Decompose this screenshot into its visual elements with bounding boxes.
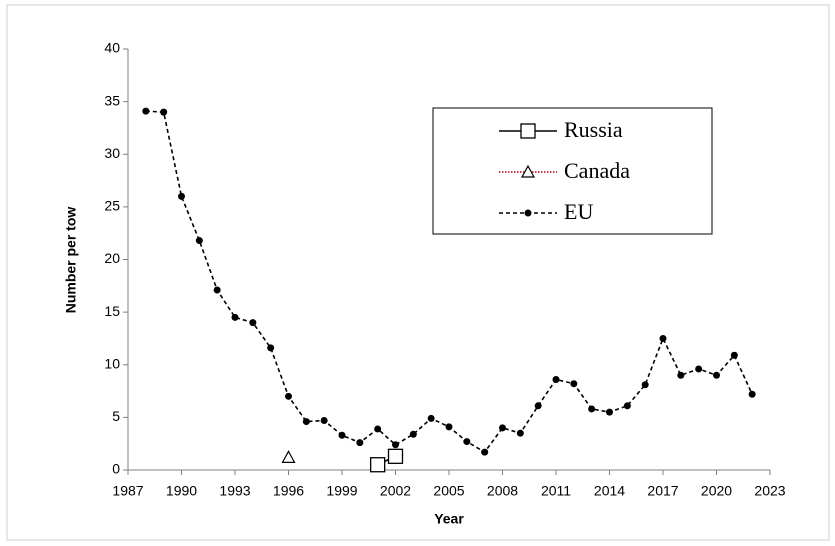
legend-label: EU — [564, 199, 593, 224]
point — [409, 430, 417, 438]
point — [231, 313, 239, 321]
legend-marker — [520, 123, 536, 139]
x-tick-label: 2011 — [541, 483, 571, 499]
x-tick-label: 2020 — [701, 483, 732, 499]
point — [320, 417, 328, 425]
point — [695, 365, 703, 373]
point — [338, 431, 346, 439]
point — [427, 414, 435, 422]
y-tick-label: 10 — [104, 355, 120, 371]
point — [281, 450, 296, 463]
x-tick-label: 1993 — [219, 483, 250, 499]
x-tick-label: 2005 — [433, 483, 464, 499]
point — [392, 441, 399, 449]
point — [570, 380, 578, 388]
point — [178, 192, 185, 200]
point — [481, 448, 489, 456]
point — [677, 371, 685, 379]
chart-frame — [6, 4, 830, 541]
point — [606, 408, 613, 416]
point — [534, 402, 542, 410]
legend-box — [432, 107, 713, 235]
point — [213, 286, 221, 294]
point — [160, 108, 168, 116]
y-tick-label: 40 — [104, 40, 120, 56]
point — [445, 423, 453, 431]
y-tick-label: 30 — [104, 145, 120, 161]
point — [356, 439, 364, 447]
x-tick-label: 2002 — [380, 483, 411, 499]
point — [463, 438, 471, 446]
point — [374, 425, 382, 433]
x-tick-label: 1987 — [112, 483, 143, 499]
y-tick-label: 20 — [104, 250, 120, 266]
legend-marker — [520, 164, 536, 178]
point — [713, 371, 720, 379]
y-tick-label: 5 — [112, 408, 120, 424]
point — [249, 319, 257, 327]
y-tick-label: 15 — [104, 303, 120, 319]
x-axis-title: Year — [434, 511, 464, 527]
x-tick-label: 2023 — [754, 483, 785, 499]
point — [370, 457, 386, 473]
point — [142, 107, 150, 115]
point — [516, 429, 524, 437]
legend-marker — [524, 209, 532, 217]
x-tick-label: 1996 — [273, 483, 304, 499]
x-tick-label: 1990 — [166, 483, 197, 499]
point — [285, 392, 292, 400]
point — [748, 390, 756, 398]
point — [623, 402, 631, 410]
point — [499, 424, 506, 432]
point — [387, 448, 404, 464]
point — [302, 418, 310, 426]
legend-label: Russia — [564, 117, 623, 142]
x-tick-label: 2017 — [647, 483, 678, 499]
point — [267, 344, 275, 352]
x-tick-label: 2014 — [594, 483, 625, 499]
point — [588, 405, 596, 413]
y-tick-label: 35 — [104, 92, 120, 108]
point — [641, 381, 649, 389]
y-axis-title: Number per tow — [63, 207, 79, 314]
y-tick-label: 0 — [112, 461, 120, 477]
y-tick-label: 25 — [104, 198, 120, 214]
point — [659, 334, 667, 342]
point — [195, 237, 203, 245]
legend-label: Canada — [564, 158, 630, 183]
x-tick-label: 1999 — [326, 483, 357, 499]
point — [730, 351, 738, 359]
x-tick-label: 2008 — [487, 483, 518, 499]
point — [552, 375, 560, 383]
